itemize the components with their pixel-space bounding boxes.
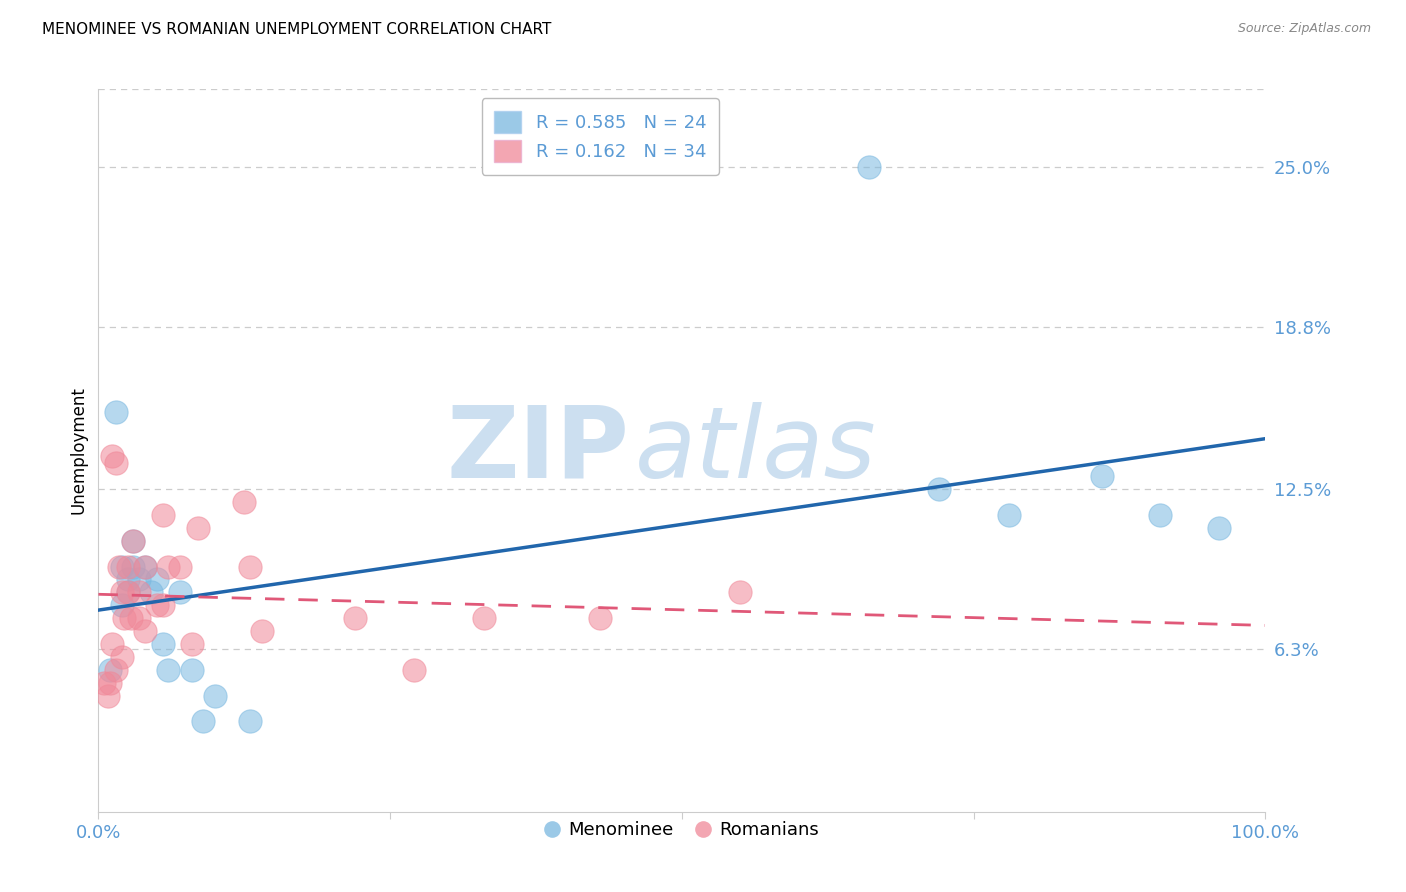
Point (117, 573, 139, 587)
Point (344, 611, 367, 625)
Point (111, 585, 134, 599)
Point (104, 405, 127, 419)
Point (139, 585, 162, 599)
Point (104, 663, 127, 677)
Point (250, 624, 273, 639)
Point (146, 573, 169, 587)
Point (111, 559, 134, 574)
Point (239, 714, 262, 729)
Text: ZIP: ZIP (447, 402, 630, 499)
Point (169, 585, 191, 599)
Point (134, 559, 156, 574)
Point (157, 663, 180, 677)
Point (128, 573, 150, 587)
Point (239, 559, 262, 574)
Legend: Menominee, Romanians: Menominee, Romanians (538, 814, 825, 846)
Point (97, 689, 120, 703)
Point (152, 637, 174, 651)
Point (111, 649, 134, 664)
Point (146, 599, 169, 613)
Point (117, 585, 139, 599)
Point (204, 689, 226, 703)
Point (98, 663, 121, 677)
Point (858, 160, 880, 174)
Point (101, 637, 124, 651)
Point (134, 559, 156, 574)
Point (180, 663, 202, 677)
Point (193, 714, 215, 729)
Point (120, 611, 142, 625)
Point (128, 585, 150, 599)
Text: MENOMINEE VS ROMANIAN UNEMPLOYMENT CORRELATION CHART: MENOMINEE VS ROMANIAN UNEMPLOYMENT CORRE… (42, 22, 551, 37)
Text: Source: ZipAtlas.com: Source: ZipAtlas.com (1237, 22, 1371, 36)
Point (104, 456, 127, 470)
Point (1149, 508, 1171, 522)
Point (112, 611, 135, 625)
Point (122, 559, 145, 574)
Point (997, 508, 1019, 522)
Point (152, 599, 174, 613)
Point (1208, 521, 1230, 535)
Point (98, 675, 121, 690)
Y-axis label: Unemployment: Unemployment (69, 386, 87, 515)
Point (108, 559, 131, 574)
Point (157, 559, 180, 574)
Point (928, 482, 950, 496)
Point (152, 508, 174, 522)
Point (128, 611, 150, 625)
Point (472, 611, 495, 625)
Text: atlas: atlas (636, 402, 877, 499)
Point (117, 585, 139, 599)
Point (589, 611, 612, 625)
Point (402, 663, 425, 677)
Point (111, 599, 134, 613)
Point (169, 559, 191, 574)
Point (122, 533, 145, 548)
Point (122, 533, 145, 548)
Point (730, 585, 752, 599)
Point (101, 449, 124, 463)
Point (117, 559, 139, 574)
Point (233, 495, 256, 509)
Point (93, 675, 115, 690)
Point (1091, 469, 1114, 483)
Point (180, 637, 202, 651)
Point (187, 521, 209, 535)
Point (134, 624, 156, 639)
